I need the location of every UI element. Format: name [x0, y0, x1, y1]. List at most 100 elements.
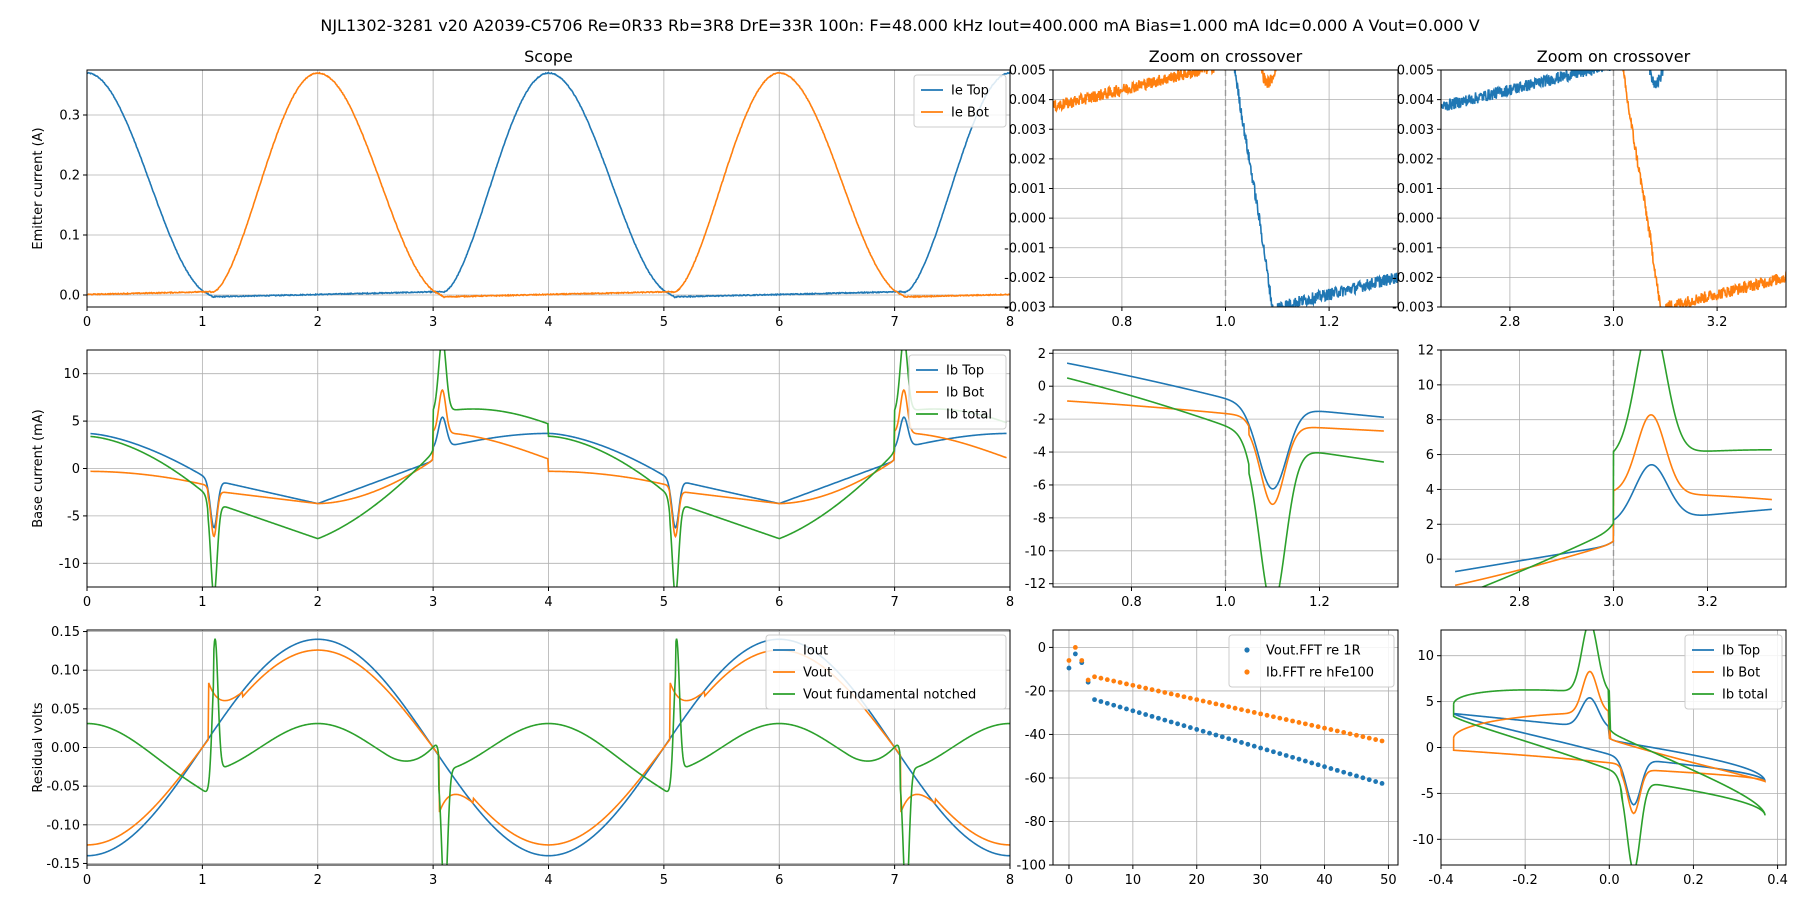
fft-point-vout	[1251, 743, 1257, 749]
legend-label: Ie Top	[951, 84, 989, 99]
fft-point-ib	[1296, 720, 1302, 725]
y-tick-label: 0.005	[1397, 64, 1434, 79]
legend-box	[1228, 634, 1395, 688]
fft-point-ib	[1264, 712, 1270, 718]
y-tick-label: -12	[1025, 577, 1046, 592]
y-tick-label: 0.0	[59, 289, 80, 304]
series-ib-total	[1066, 377, 1385, 587]
y-tick-label: -40	[1025, 728, 1046, 743]
fft-point-ib	[1207, 700, 1212, 705]
y-tick-label: 0.2	[59, 169, 80, 184]
fft-point-ib	[1181, 694, 1187, 700]
fft-point-vout	[1283, 753, 1289, 758]
x-tick-label: 0.2	[1683, 873, 1704, 888]
y-tick-label: 0.15	[51, 625, 80, 640]
series-ie-bot	[1621, 70, 1786, 307]
fft-point-ib	[1168, 691, 1174, 697]
series-ib-total	[90, 350, 1007, 587]
fft-point-vout	[1232, 738, 1238, 743]
y-tick-label: -0.003	[1004, 301, 1046, 316]
chart-base_zoom1: 0.8 1.0 1.2 -12 -10 -8 -6 -4 -2 0 2	[1025, 347, 1399, 610]
series-ib-total	[1452, 630, 1766, 865]
legend-box	[908, 354, 1007, 430]
plot-area	[1452, 630, 1766, 865]
legend-label: Ie Bot	[951, 106, 989, 121]
x-tick-label: 0	[83, 315, 91, 330]
fft-point-vout	[1302, 758, 1308, 764]
series-ie-top	[1233, 70, 1398, 307]
fft-point-vout	[1245, 741, 1251, 747]
fft-point-ib	[1302, 721, 1308, 727]
y-tick-label: 0.000	[1009, 212, 1046, 227]
x-tick-label: 40	[1316, 873, 1333, 888]
fft-point-ib	[1200, 698, 1206, 704]
fft-point-vout	[1156, 715, 1161, 721]
series-ib-top	[1066, 362, 1384, 490]
fft-point-vout	[1200, 728, 1206, 734]
y-tick-label: 2	[1038, 347, 1046, 362]
fft-point-vout	[1092, 697, 1097, 703]
x-tick-label: 1	[198, 315, 206, 330]
fft-point-vout	[1226, 736, 1232, 742]
y-tick-label: 0.004	[1009, 93, 1046, 108]
y-tick-label: -0.15	[46, 857, 80, 872]
plot-area	[1441, 70, 1786, 307]
legend-label: Ib.FFT re hFe100	[1266, 666, 1374, 681]
axes-frame	[1052, 629, 1399, 866]
x-tick-label: 20	[1188, 873, 1205, 888]
x-tick-label: 3	[429, 315, 437, 330]
figure-title: NJL1302-3281 v20 A2039-C5706 Re=0R33 Rb=…	[320, 16, 1479, 35]
fft-point-ib	[1347, 731, 1353, 737]
y-tick-label: 0.05	[51, 702, 80, 717]
fft-point-vout	[1181, 723, 1187, 729]
fft-point-ib	[1309, 722, 1315, 728]
series-ie-bot	[1053, 70, 1277, 113]
y-tick-label: -0.003	[1392, 301, 1434, 316]
fft-point-vout	[1066, 665, 1072, 671]
y-tick-label: 0.1	[59, 229, 80, 244]
plot-area	[1066, 645, 1385, 786]
series-ib-bot	[90, 388, 1007, 539]
fft-point-vout	[1098, 699, 1104, 704]
legend-label: Ib total	[1722, 688, 1768, 703]
fft-point-vout	[1271, 749, 1276, 755]
plot-area	[1066, 362, 1385, 587]
fft-point-ib	[1175, 692, 1180, 698]
fft-point-vout	[1104, 700, 1110, 706]
fft-point-ib	[1143, 685, 1149, 691]
legend-marker	[1244, 647, 1250, 653]
fft-point-ib	[1098, 675, 1104, 681]
x-tick-label: 4	[544, 595, 552, 610]
fft-point-vout	[1168, 719, 1174, 725]
fft-point-vout	[1328, 766, 1334, 771]
series-ie-top	[1441, 70, 1664, 111]
chart-emitter: 0 1 2 3 4 5 6 7 8 0.0 0.1 0.2 0.3 Scope Emitter curren…	[31, 47, 1014, 330]
legend-label: Ib Bot	[946, 386, 984, 401]
series-ib-bot	[1067, 400, 1384, 506]
panel-title: Scope	[524, 47, 573, 66]
series-ib-total	[1480, 350, 1772, 587]
fft-point-ib	[1322, 725, 1327, 731]
fft-point-ib	[1245, 708, 1251, 714]
fft-point-vout	[1264, 747, 1270, 753]
y-tick-label: 0.003	[1009, 123, 1046, 138]
y-tick-label: 8	[1426, 413, 1434, 428]
x-tick-label: 2	[314, 873, 322, 888]
fft-point-vout	[1309, 760, 1315, 766]
x-tick-label: 0.0	[1599, 873, 1620, 888]
y-axis-label: Emitter current (A)	[31, 127, 46, 249]
x-tick-label: 3	[429, 595, 437, 610]
x-tick-label: 7	[890, 873, 898, 888]
axes-frame	[1440, 69, 1787, 308]
y-tick-label: -0.002	[1392, 271, 1434, 286]
fft-point-vout	[1379, 781, 1385, 786]
x-tick-label: 3.0	[1603, 315, 1624, 330]
y-tick-label: -20	[1025, 684, 1046, 699]
fft-point-vout	[1117, 704, 1123, 710]
x-tick-label: -0.4	[1428, 873, 1453, 888]
fft-point-vout	[1334, 767, 1340, 773]
fft-point-vout	[1296, 756, 1302, 762]
chart-zoom1: 0.8 1.0 1.2 -0.003 -0.002 -0.001 0.000 0.001 0.0…	[1004, 47, 1399, 330]
fft-point-ib	[1328, 727, 1334, 732]
fft-point-vout	[1322, 764, 1327, 770]
